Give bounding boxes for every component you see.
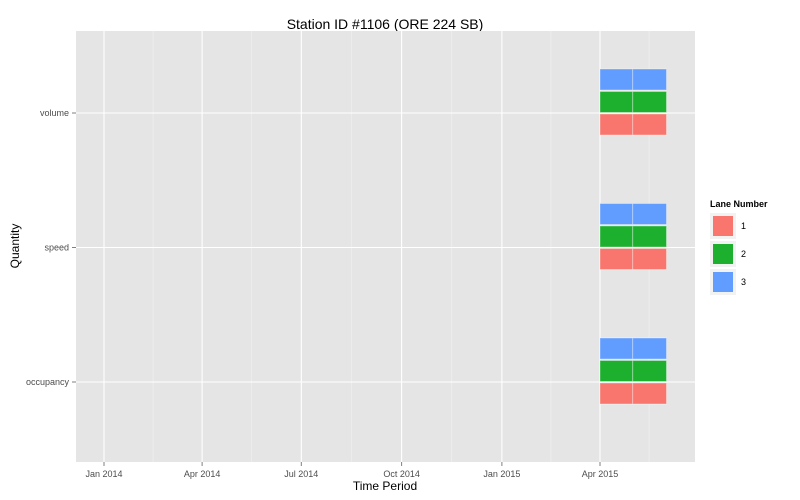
bar-volume-lane-2 — [599, 91, 634, 113]
bar-volume-lane-1 — [599, 113, 634, 136]
chart-title: Station ID #1106 (ORE 224 SB) — [287, 16, 484, 32]
y-tick-label: speed — [44, 243, 69, 253]
legend-title: Lane Number — [710, 199, 768, 209]
y-tick-label: occupancy — [26, 377, 70, 387]
x-tick-label: Jul 2014 — [284, 469, 318, 479]
bar-speed-lane-1 — [632, 248, 667, 270]
y-tick-label: volume — [40, 108, 69, 118]
y-axis-title: Quantity — [8, 224, 22, 269]
bar-occupancy-lane-1 — [599, 382, 634, 405]
bar-occupancy-lane-1 — [632, 382, 667, 405]
x-tick-label: Apr 2015 — [582, 469, 619, 479]
legend-label: 3 — [741, 277, 746, 287]
y-axis-ticks: occupancy speed volume — [26, 108, 76, 387]
legend-swatch-lane-3 — [713, 272, 733, 292]
legend-label: 2 — [741, 249, 746, 259]
legend-swatch-lane-2 — [713, 244, 733, 264]
major-gridlines — [76, 31, 695, 462]
plot-panel — [76, 31, 695, 462]
bar-occupancy-lane-2 — [599, 360, 634, 382]
bar-volume-lane-1 — [632, 113, 667, 136]
bar-occupancy-lane-3 — [632, 337, 667, 360]
x-tick-label: Apr 2014 — [184, 469, 221, 479]
bar-speed-lane-3 — [599, 203, 634, 225]
bar-speed-lane-1 — [599, 248, 634, 270]
bars — [599, 68, 667, 405]
bar-speed-lane-2 — [632, 225, 667, 248]
legend-swatch-lane-1 — [713, 216, 733, 236]
x-tick-label: Jan 2014 — [85, 469, 122, 479]
bar-speed-lane-3 — [632, 203, 667, 225]
bar-speed-lane-2 — [599, 225, 634, 248]
x-tick-label: Jan 2015 — [483, 469, 520, 479]
bar-volume-lane-3 — [599, 68, 634, 91]
bar-volume-lane-2 — [632, 91, 667, 113]
x-axis-title: Time Period — [353, 479, 417, 493]
x-axis-ticks: Jan 2014 Apr 2014 Jul 2014 Oct 2014 Jan 2015… — [85, 462, 618, 479]
bar-occupancy-lane-2 — [632, 360, 667, 382]
bar-occupancy-lane-3 — [599, 337, 634, 360]
legend: Lane Number 1 2 3 — [710, 199, 768, 295]
legend-label: 1 — [741, 221, 746, 231]
bar-volume-lane-3 — [632, 68, 667, 91]
x-tick-label: Oct 2014 — [383, 469, 420, 479]
